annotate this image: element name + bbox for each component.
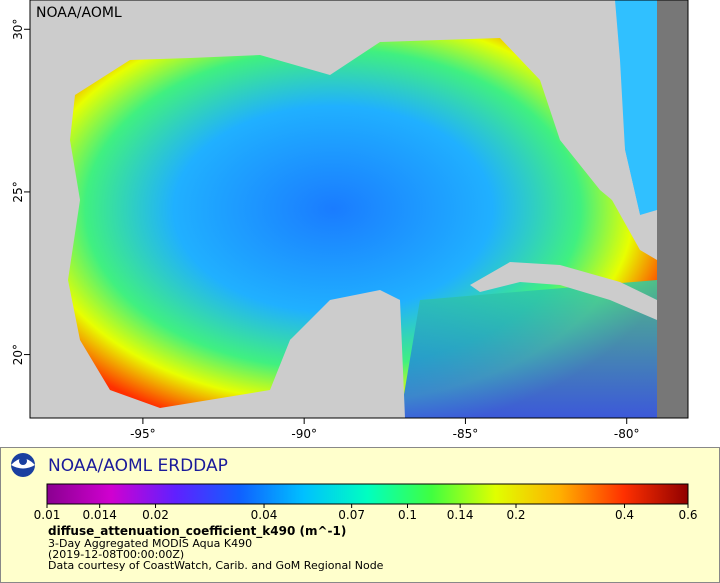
legend-line: Data courtesy of CoastWatch, Carib. and … — [48, 559, 384, 572]
x-tick-label: -95° — [130, 427, 156, 441]
colorbar-tick-label: 0.2 — [506, 508, 525, 522]
legend-line: 3-Day Aggregated MODIS Aqua K490 — [48, 537, 252, 550]
colorbar-tick-label: 0.4 — [615, 508, 634, 522]
x-tick-label: -85° — [453, 427, 479, 441]
y-tick-label: 25° — [11, 181, 25, 202]
map-frame — [29, 0, 689, 419]
colorbar-tick-label: 0.014 — [82, 508, 116, 522]
atlantic — [610, 0, 657, 215]
no-data-strip — [657, 0, 688, 418]
x-tick-label: -80° — [614, 427, 640, 441]
colorbar-tick-label: 0.01 — [34, 508, 61, 522]
colorbar — [46, 483, 689, 505]
variable-name: diffuse_attenuation_coefficient_k490 (m^… — [48, 524, 346, 539]
legend-panel — [0, 447, 720, 583]
x-tick-label: -90° — [291, 427, 317, 441]
y-tick-label: 20° — [11, 344, 25, 365]
colorbar-tick-label: 0.07 — [338, 508, 365, 522]
colorbar-ticks: 0.01 0.014 0.02 0.04 0.07 0.1 0.14 0.2 0.4 0.6 — [34, 504, 698, 522]
florida — [555, 0, 640, 215]
legend-line: (2019-12-08T00:00:00Z) — [48, 548, 184, 561]
colorbar-tick-label: 0.14 — [447, 508, 474, 522]
caribbean — [400, 280, 657, 418]
map-area: NOAA/AOML — [29, 0, 689, 419]
noaa-logo — [11, 453, 35, 477]
colorbar-tick-label: 0.04 — [251, 508, 278, 522]
watermark: NOAA/AOML — [36, 5, 122, 21]
colorbar-tick-label: 0.1 — [398, 508, 417, 522]
colorbar-tick-label: 0.02 — [142, 508, 169, 522]
colorbar-tick-label: 0.6 — [678, 508, 697, 522]
yucatan — [290, 295, 405, 418]
y-tick-label: 30° — [11, 19, 25, 40]
cuba — [470, 262, 657, 320]
legend-brand: NOAA/AOML ERDDAP — [48, 456, 228, 476]
axes: -95° -90° -85° -80° 20° 25° 30° — [11, 19, 640, 441]
